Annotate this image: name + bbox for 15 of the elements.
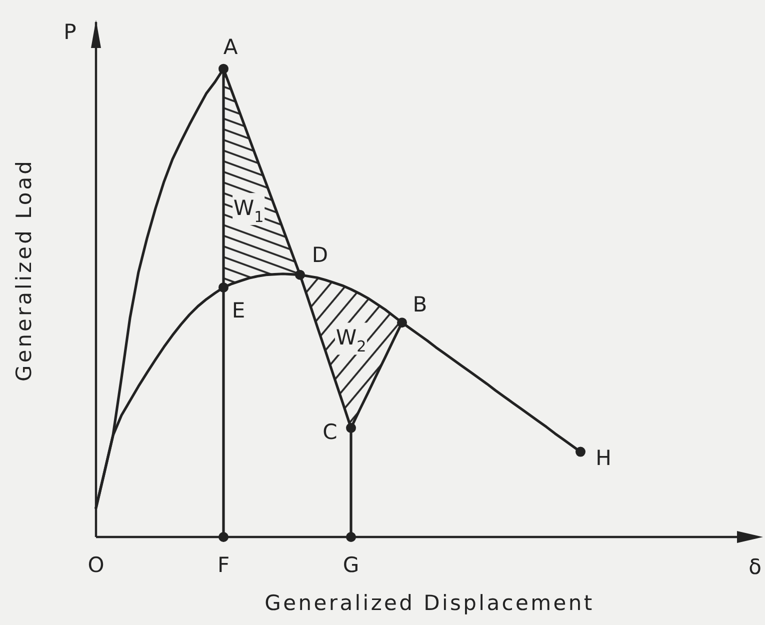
- annotation: W$_{1}$: [233, 196, 264, 226]
- x-tick-label: O: [88, 552, 104, 577]
- text: A: [223, 34, 238, 59]
- text: P: [64, 20, 76, 44]
- text: H: [596, 446, 612, 470]
- y-axis-title: Generalized Load: [12, 158, 36, 382]
- text: δ: [748, 555, 762, 579]
- x-tick-label: F: [217, 552, 230, 577]
- annotation: E: [232, 298, 246, 322]
- x-tick-label: G: [342, 552, 360, 577]
- annotation: W$_{2}$: [336, 326, 366, 356]
- x-axis-title: Generalized Displacement: [264, 591, 594, 615]
- annotation: B: [412, 292, 428, 317]
- annotation: C: [322, 420, 338, 444]
- annotation: D: [312, 242, 328, 267]
